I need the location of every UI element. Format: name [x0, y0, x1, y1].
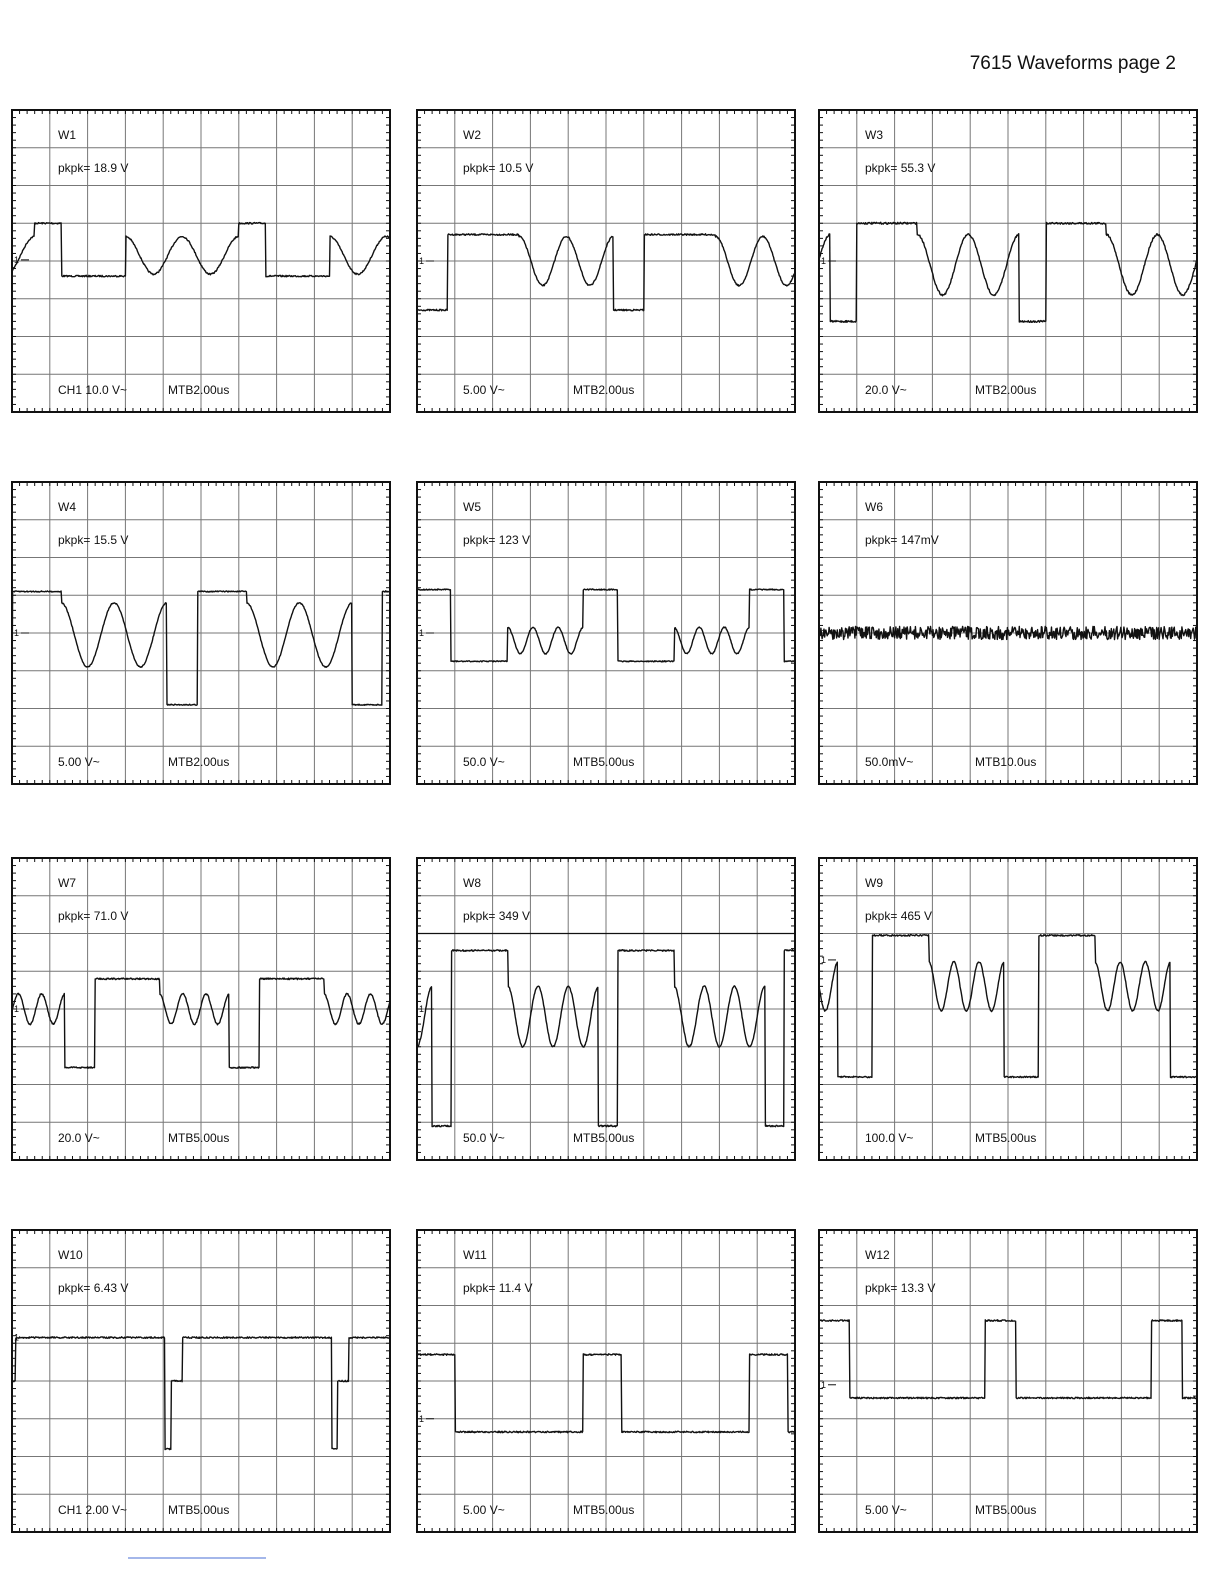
- waveform: [11, 1336, 391, 1451]
- scope-panel: 1 W10 pkpk= 6.43 V CH1 2.00 V~ MTB5.00us: [11, 1229, 391, 1533]
- waveform: [416, 1353, 796, 1434]
- timebase: MTB2.00us: [975, 383, 1036, 397]
- panel-label: W1: [58, 128, 76, 142]
- timebase: MTB5.00us: [573, 1503, 634, 1517]
- timebase: MTB2.00us: [573, 383, 634, 397]
- pkpk-reading: pkpk= 123 V: [463, 533, 530, 547]
- timebase: MTB5.00us: [168, 1503, 229, 1517]
- channel-marker: 1: [14, 1004, 19, 1014]
- volts-per-div: 20.0 V~: [865, 383, 907, 397]
- scope-panel: 1 W12 pkpk= 13.3 V 5.00 V~ MTB5.00us: [818, 1229, 1198, 1533]
- channel-marker: 1: [14, 628, 19, 638]
- channel-marker: 1: [419, 1004, 424, 1014]
- channel-marker: 1: [821, 955, 826, 965]
- channel-marker: 1: [419, 628, 424, 638]
- screen-frame: [416, 109, 796, 413]
- timebase: MTB2.00us: [168, 755, 229, 769]
- channel-marker: 1: [821, 628, 826, 638]
- panel-label: W11: [463, 1248, 487, 1262]
- scope-panel: 1 W8 pkpk= 349 V 50.0 V~ MTB5.00us: [416, 857, 796, 1161]
- timebase: MTB5.00us: [975, 1131, 1036, 1145]
- volts-per-div: 5.00 V~: [463, 383, 505, 397]
- volts-per-div: 100.0 V~: [865, 1131, 913, 1145]
- timebase: MTB5.00us: [168, 1131, 229, 1145]
- waveform: [818, 625, 1198, 641]
- channel-marker: 1: [14, 1333, 19, 1343]
- channel-marker: 1: [14, 255, 19, 265]
- timebase: MTB5.00us: [573, 1131, 634, 1145]
- pkpk-reading: pkpk= 18.9 V: [58, 161, 128, 175]
- timebase: MTB5.00us: [573, 755, 634, 769]
- scope-panel: 1 W2 pkpk= 10.5 V 5.00 V~ MTB2.00us: [416, 109, 796, 413]
- timebase: MTB5.00us: [975, 1503, 1036, 1517]
- pkpk-reading: pkpk= 55.3 V: [865, 161, 935, 175]
- volts-per-div: 50.0 V~: [463, 1131, 505, 1145]
- pkpk-reading: pkpk= 147mV: [865, 533, 939, 547]
- screen-frame: [416, 857, 796, 1161]
- waveform: [416, 233, 796, 312]
- pkpk-reading: pkpk= 15.5 V: [58, 533, 128, 547]
- waveform: [818, 221, 1198, 323]
- timebase: MTB2.00us: [168, 383, 229, 397]
- waveform: [11, 977, 391, 1069]
- waveform: [11, 221, 391, 278]
- scope-panel: 1 W11 pkpk= 11.4 V 5.00 V~ MTB5.00us: [416, 1229, 796, 1533]
- pkpk-reading: pkpk= 10.5 V: [463, 161, 533, 175]
- volts-per-div: 20.0 V~: [58, 1131, 100, 1145]
- volts-per-div: 5.00 V~: [865, 1503, 907, 1517]
- channel-marker: 1: [419, 1414, 424, 1424]
- scope-panel: 1 W7 pkpk= 71.0 V 20.0 V~ MTB5.00us: [11, 857, 391, 1161]
- channel-marker: 1: [419, 256, 424, 266]
- scope-panel: 1 W9 pkpk= 465 V 100.0 V~ MTB5.00us: [818, 857, 1198, 1161]
- pkpk-reading: pkpk= 13.3 V: [865, 1281, 935, 1295]
- panel-label: W6: [865, 500, 883, 514]
- page-title: 7615 Waveforms page 2: [970, 53, 1176, 74]
- pkpk-reading: pkpk= 465 V: [865, 909, 932, 923]
- volts-per-div: CH1 2.00 V~: [58, 1503, 127, 1517]
- scope-panel: 1 W3 pkpk= 55.3 V 20.0 V~ MTB2.00us: [818, 109, 1198, 413]
- screen-frame: [818, 857, 1198, 1161]
- volts-per-div: 50.0mV~: [865, 755, 913, 769]
- screen-frame: [416, 481, 796, 785]
- pkpk-reading: pkpk= 349 V: [463, 909, 530, 923]
- volts-per-div: 5.00 V~: [58, 755, 100, 769]
- panel-label: W4: [58, 500, 76, 514]
- volts-per-div: CH1 10.0 V~: [58, 383, 127, 397]
- panel-label: W8: [463, 876, 481, 890]
- screen-frame: [11, 109, 391, 413]
- waveform: [416, 949, 796, 1128]
- panel-label: W10: [58, 1248, 83, 1262]
- scope-panel: 1 W5 pkpk= 123 V 50.0 V~ MTB5.00us: [416, 481, 796, 785]
- screen-frame: [818, 1229, 1198, 1533]
- waveform: [818, 933, 1198, 1079]
- scope-panel: 1 W1 pkpk= 18.9 V CH1 10.0 V~ MTB2.00us: [11, 109, 391, 413]
- channel-marker: 1: [821, 256, 826, 266]
- channel-marker: 1: [821, 1380, 826, 1390]
- panel-label: W12: [865, 1248, 890, 1262]
- scope-panel: 1 W6 pkpk= 147mV 50.0mV~ MTB10.0us: [818, 481, 1198, 785]
- volts-per-div: 50.0 V~: [463, 755, 505, 769]
- panel-label: W7: [58, 876, 76, 890]
- pkpk-reading: pkpk= 71.0 V: [58, 909, 128, 923]
- waveform: [416, 588, 796, 663]
- scope-panel: 1 W4 pkpk= 15.5 V 5.00 V~ MTB2.00us: [11, 481, 391, 785]
- screen-frame: [818, 481, 1198, 785]
- panel-label: W5: [463, 500, 481, 514]
- volts-per-div: 5.00 V~: [463, 1503, 505, 1517]
- pkpk-reading: pkpk= 11.4 V: [463, 1281, 533, 1295]
- timebase: MTB10.0us: [975, 755, 1036, 769]
- pkpk-reading: pkpk= 6.43 V: [58, 1281, 128, 1295]
- waveform: [11, 590, 391, 706]
- panel-label: W3: [865, 128, 883, 142]
- waveform: [818, 1319, 1198, 1400]
- screen-frame: [416, 1229, 796, 1533]
- panel-label: W9: [865, 876, 883, 890]
- panel-label: W2: [463, 128, 481, 142]
